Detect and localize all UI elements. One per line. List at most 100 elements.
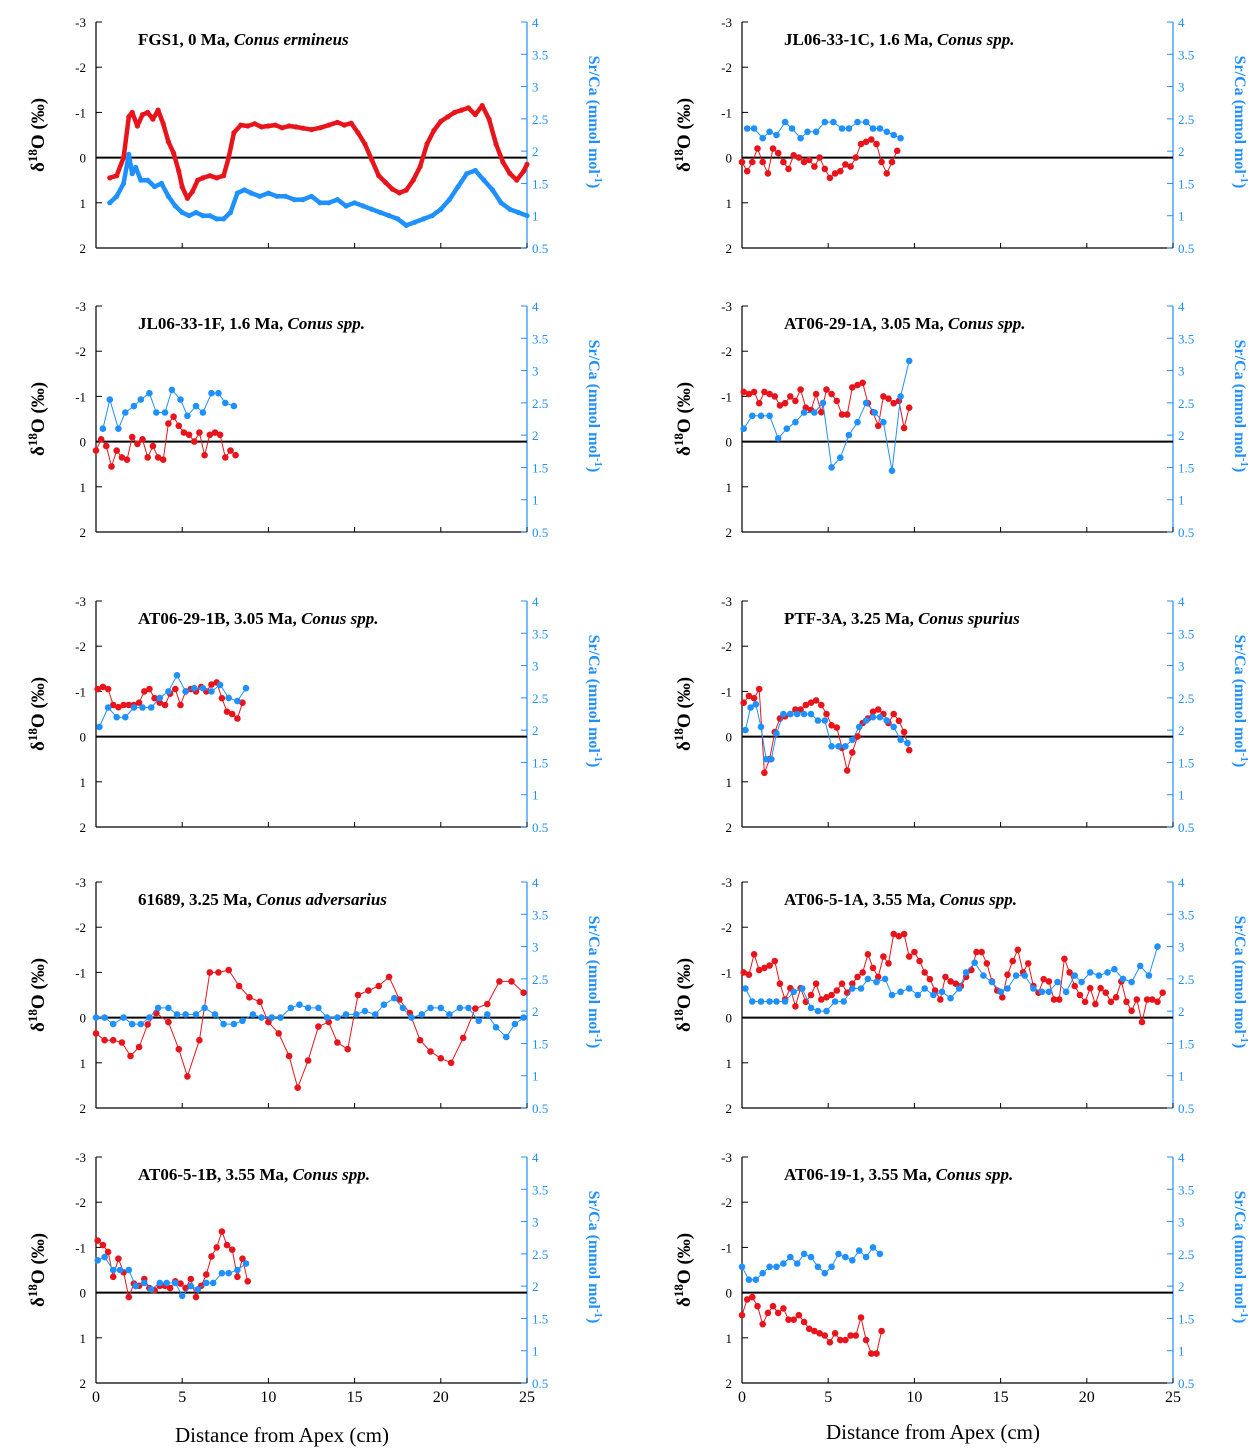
right-axis-label: Sr/Ca (mmol mol-1) (585, 340, 604, 473)
d18o-data-point (942, 973, 949, 981)
d18o-data-point (740, 699, 747, 706)
d18o-data-point (828, 991, 835, 999)
srca-data-point (274, 193, 280, 199)
srca-data-point (807, 1004, 815, 1012)
right-tick-label: 2.5 (1178, 972, 1194, 987)
d18o-data-point (797, 706, 804, 713)
right-tick-label: 1 (532, 493, 539, 508)
d18o-data-point (745, 692, 753, 700)
d18o-data-point (888, 158, 896, 166)
right-axis-label: Sr/Ca (mmol mol-1) (585, 1191, 604, 1324)
srca-data-point (287, 1004, 295, 1012)
left-tick-label: 2 (726, 241, 733, 256)
d18o-data-point (365, 987, 372, 994)
srca-data-point (182, 1011, 189, 1018)
left-axis-label: δ18O (‰) (671, 958, 696, 1032)
left-tick-label: 2 (80, 820, 87, 835)
srca-data-point (184, 412, 191, 420)
d18o-data-point (228, 710, 236, 718)
srca-data-point (200, 213, 206, 219)
chart-title: PTF-3A, 3.25 Ma, Conus spurius (784, 609, 1020, 628)
srca-data-point (129, 171, 135, 177)
d18o-data-point (431, 127, 437, 134)
d18o-data-point (857, 140, 865, 148)
d18o-data-point (344, 1045, 352, 1053)
d18o-data-point (837, 1336, 844, 1344)
srca-data-point (369, 206, 375, 212)
right-axis-label-tail: ) (1231, 762, 1248, 767)
srca-data-point (308, 193, 315, 199)
srca-data-point (873, 978, 880, 986)
left-tick-label: 1 (726, 1331, 733, 1346)
right-tick-label: 0.5 (1178, 820, 1194, 835)
d18o-data-point (239, 699, 246, 706)
d18o-data-point (811, 1327, 818, 1335)
left-axis-label-tail: O (‰) (674, 382, 695, 433)
srca-data-point (793, 710, 801, 718)
srca-data-point (814, 1007, 822, 1015)
d18o-data-point (749, 1293, 756, 1301)
d18o-data-point (192, 1293, 200, 1301)
d18o-data-point (166, 1284, 174, 1292)
d18o-data-point (780, 158, 787, 166)
right-tick-label: 1 (532, 788, 539, 803)
left-tick-label: 2 (80, 525, 87, 540)
srca-data-point (766, 1263, 773, 1271)
srca-data-point (1086, 969, 1094, 976)
srca-data-point (828, 743, 835, 750)
srca-data-point (876, 713, 884, 721)
left-axis-label: δ18O (‰) (25, 98, 50, 172)
d18o-data-point (759, 158, 766, 166)
d18o-data-point (427, 1048, 434, 1055)
srca-data-point (1021, 972, 1028, 979)
chart-title-sample: AT06-5-1A, 3.55 Ma, (784, 890, 940, 909)
srca-data-point (315, 1004, 322, 1012)
srca-data-point (326, 200, 332, 206)
srca-data-point (838, 125, 846, 132)
srca-data-point (234, 1266, 241, 1274)
srca-data-point (221, 216, 227, 222)
srca-data-point (752, 1276, 760, 1283)
srca-data-point (403, 222, 409, 228)
chart-panel-7: -3 -2 -1 0 1 2 4 3.5 3 2.5 2 1.5 1 0.5 δ18O (‰) Sr/Ca (… (25, 875, 605, 1116)
srca-data-point (890, 131, 897, 139)
srca-data-point (268, 1014, 276, 1021)
right-tick-label: 0.5 (532, 525, 548, 540)
d18o-data-point (759, 1320, 766, 1328)
right-tick-label: 2.5 (532, 112, 548, 127)
srca-data-point (897, 988, 904, 996)
srca-data-point (199, 684, 207, 692)
left-axis-label-tail: O (‰) (28, 958, 49, 1009)
left-tick-label: 1 (726, 196, 733, 211)
srca-data-point (395, 216, 401, 222)
chart-title-species: Conus spp. (936, 1165, 1013, 1184)
srca-data-point (317, 200, 323, 206)
d18o-data-point (859, 379, 866, 387)
d18o-data-point (857, 1314, 865, 1321)
d18o-data-point (203, 1271, 210, 1278)
x-tick-label: 5 (824, 1389, 832, 1406)
d18o-data-point (1004, 971, 1011, 978)
d18o-data-point (285, 1052, 293, 1060)
right-axis-label-sup: -1 (1238, 174, 1250, 183)
d18o-data-point (764, 1309, 772, 1317)
right-axis-label-sup: -1 (1238, 1309, 1250, 1318)
right-axis-label-sup: -1 (1238, 753, 1250, 762)
left-tick-label: -1 (721, 389, 732, 404)
left-tick-label: 1 (80, 480, 87, 495)
d18o-data-point (125, 1293, 133, 1301)
d18o-data-point (135, 1043, 143, 1051)
left-tick-label: 1 (80, 1056, 87, 1071)
d18o-data-point (144, 454, 151, 461)
d18o-data-point (893, 147, 901, 155)
x-axis-label-left: Distance from Apex (cm) (175, 1423, 390, 1447)
d18o-data-point (145, 109, 151, 115)
left-tick-label: -2 (75, 344, 86, 359)
d18o-data-point (177, 1280, 184, 1287)
srca-data-point (792, 418, 799, 426)
srca-data-point (377, 209, 384, 216)
srca-data-point (334, 1014, 341, 1021)
right-tick-label: 4 (1178, 1150, 1185, 1165)
srca-data-point (492, 1024, 500, 1031)
srca-data-point (849, 985, 856, 992)
